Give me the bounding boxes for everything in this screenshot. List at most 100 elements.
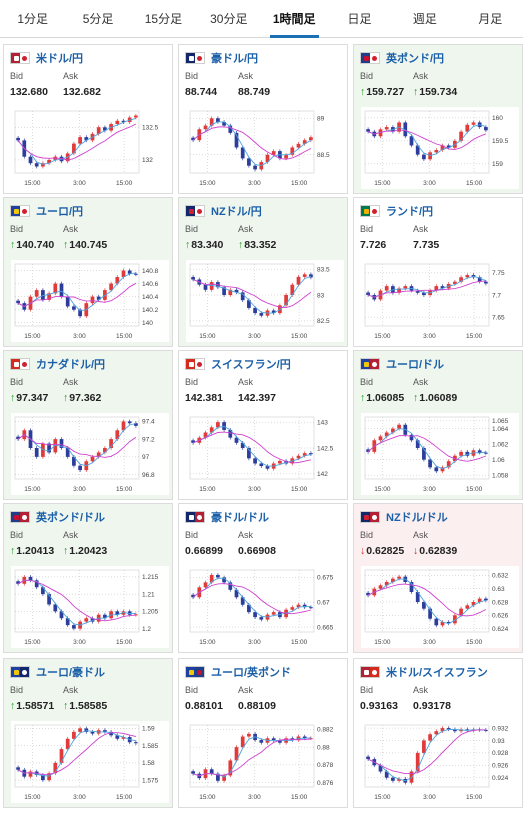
price-chart[interactable]: 15:00 3:00 15:00 0.632 0.63 0.628 0.626 0.624 [361,566,519,648]
up-arrow-icon: ↑ [63,239,69,251]
price-chart[interactable]: 15:00 3:00 15:00 140.8 140.6 140.4 140.2 140 [11,260,169,342]
candle-up [96,452,101,457]
rate-card[interactable]: ユーロ/円 Bid Ask ↑140.740 ↑140.745 15:00 3:0… [3,197,173,347]
pair-name-link[interactable]: NZドル/ドル [386,512,448,524]
price-chart[interactable]: 15:00 3:00 15:00 89 88.5 [186,107,344,189]
candle-down [65,448,70,457]
plot-frame [189,110,315,174]
rate-card[interactable]: 米ドル/円 Bid Ask 132.680 132.682 15:00 3:00 1… [3,44,173,194]
rate-card[interactable]: 米ドル/スイスフラン Bid Ask 0.93163 0.93178 15:00… [353,658,523,808]
y-tick-label: 132 [142,157,153,164]
candle-down [253,307,257,314]
pair-name-link[interactable]: 豪ドル/ドル [211,512,270,524]
up-arrow-icon: ↑ [10,392,16,404]
pair-name-link[interactable]: 豪ドル/円 [211,53,259,65]
price-chart[interactable]: 15:00 3:00 15:00 1.065 1.064 1.062 1.06 1.058 [361,413,519,495]
candle-down [203,284,208,290]
rate-card[interactable]: ユーロ/ドル Bid Ask ↑1.06085 ↑1.06089 15:00 3:… [353,350,523,500]
price-chart[interactable]: 15:00 3:00 15:00 0.882 0.88 0.878 0.876 [186,721,344,803]
pair-name-link[interactable]: 米ドル/円 [36,53,84,65]
candle-up [265,154,270,163]
pair-name-link[interactable]: ユーロ/円 [36,206,84,218]
price-chart[interactable]: 15:00 3:00 15:00 143 142.5 142 [186,413,344,495]
candle-up [296,604,301,608]
price-chart[interactable]: 15:00 3:00 15:00 7.75 7.7 7.65 [361,260,519,342]
flag-au-us-icon [185,511,205,523]
bid-label: Bid [10,224,24,234]
price-chart[interactable]: 15:00 3:00 15:00 1.59 1.585 1.58 1.575 [11,721,169,803]
bid-value: ↑140.740 [10,239,54,251]
rate-card[interactable]: スイスフラン/円 Bid Ask 142.381 142.397 15:00 3:… [178,350,348,500]
tab-daily[interactable]: 日足 [347,12,372,26]
rate-card[interactable]: 豪ドル/円 Bid Ask 88.744 88.749 15:00 3:00 15:… [178,44,348,194]
price-chart[interactable]: 15:00 3:00 15:00 97.4 97.2 97 96.8 [11,413,169,495]
tab-monthly[interactable]: 月足 [478,12,503,26]
ask-value: ↑97.362 [63,392,101,404]
price-chart[interactable]: 15:00 3:00 15:00 0.675 0.67 0.665 [186,566,344,648]
rate-card[interactable]: カナダドル/円 Bid Ask ↑97.347 ↑97.362 15:00 3:0… [3,350,173,500]
pair-name-link[interactable]: NZドル/円 [211,206,262,218]
rate-card[interactable]: 英ポンド/円 Bid Ask ↑159.727 ↑159.734 15:00 3:… [353,44,523,194]
price-chart[interactable]: 15:00 3:00 15:00 0.932 0.93 0.928 0.926 0.924 [361,721,519,803]
y-tick-label: 143 [317,419,328,426]
card-header: 豪ドル/ドル [185,510,269,524]
pair-name-link[interactable]: ユーロ/英ポンド [211,667,292,679]
bid-price: 1.20413 [16,545,55,557]
candlestick-chart: 15:00 3:00 15:00 0.882 0.88 0.878 0.876 [186,721,344,803]
ma-short-line [367,578,487,625]
price-chart[interactable]: 15:00 3:00 15:00 132.5 132 [11,107,169,189]
tab-1hour[interactable]: 1時間足 [262,0,327,38]
rate-card[interactable]: ランド/円 Bid Ask 7.726 7.735 15:00 3:00 15:00… [353,197,523,347]
rate-card[interactable]: ユーロ/豪ドル Bid Ask ↑1.58571 ↑1.58585 15:00 3… [3,658,173,808]
pair-name-link[interactable]: 米ドル/スイスフラン [386,667,488,679]
pair-name-link[interactable]: 英ポンド/ドル [36,512,106,524]
plot-frame [364,569,490,633]
candle-up [47,293,51,300]
candle-down [47,594,51,605]
plot-frame [14,569,140,633]
rate-card[interactable]: 豪ドル/ドル Bid Ask 0.66899 0.66908 15:00 3:00… [178,503,348,653]
pair-name-link[interactable]: カナダドル/円 [36,359,106,371]
candle-up [53,439,58,453]
pair-name-link[interactable]: ユーロ/ドル [386,359,445,371]
tab-5min[interactable]: 5分足 [82,12,114,26]
up-arrow-icon: ↑ [413,392,419,404]
tab-1min[interactable]: 1分足 [17,12,49,26]
tab-15min[interactable]: 15分足 [144,12,183,26]
candle-up [378,585,383,589]
candle-down [127,270,132,274]
pair-name-link[interactable]: ランド/円 [386,206,434,218]
ask-label: Ask [413,71,429,81]
bid-value: ↑1.06085 [360,392,404,404]
down-arrow-icon: ↓ [413,545,419,557]
ask-value: ↑1.20423 [63,545,107,557]
price-chart[interactable]: 15:00 3:00 15:00 160 159.5 159 [361,107,519,189]
y-tick-label: 142.5 [317,445,334,452]
y-tick-label: 0.932 [492,725,509,732]
rate-card[interactable]: NZドル/ドル Bid Ask ↓0.62825 ↓0.62839 15:00 3… [353,503,523,653]
candle-up [378,436,383,441]
rate-card[interactable]: ユーロ/英ポンド Bid Ask 0.88101 0.88109 15:00 3:… [178,658,348,808]
pair-name-link[interactable]: 英ポンド/円 [386,53,445,65]
rate-card[interactable]: 英ポンド/ドル Bid Ask ↑1.20413 ↑1.20423 15:00 3… [3,503,173,653]
x-tick-label: 15:00 [374,639,391,646]
ask-value: 0.66908 [238,545,276,557]
tab-weekly[interactable]: 週足 [412,12,437,26]
ask-label: Ask [413,224,429,234]
up-arrow-icon: ↑ [10,700,16,712]
pair-name-link[interactable]: スイスフラン/円 [211,359,291,371]
x-tick-label: 15:00 [24,486,41,493]
tab-30min[interactable]: 30分足 [210,12,248,26]
candle-down [65,296,70,307]
pair-name-link[interactable]: ユーロ/豪ドル [36,667,106,679]
price-chart[interactable]: 15:00 3:00 15:00 83.5 83 82.5 [186,260,344,342]
candle-up [78,728,82,732]
y-tick-label: 0.632 [492,573,509,580]
card-header: 米ドル/円 [10,51,83,65]
x-tick-label: 3:00 [73,486,86,493]
y-tick-label: 89 [317,116,325,123]
ask-label: Ask [413,685,429,695]
candle-down [422,154,426,160]
rate-card[interactable]: NZドル/円 Bid Ask ↑83.340 ↑83.352 15:00 3:00… [178,197,348,347]
price-chart[interactable]: 15:00 3:00 15:00 1.215 1.21 1.205 1.2 [11,566,169,648]
